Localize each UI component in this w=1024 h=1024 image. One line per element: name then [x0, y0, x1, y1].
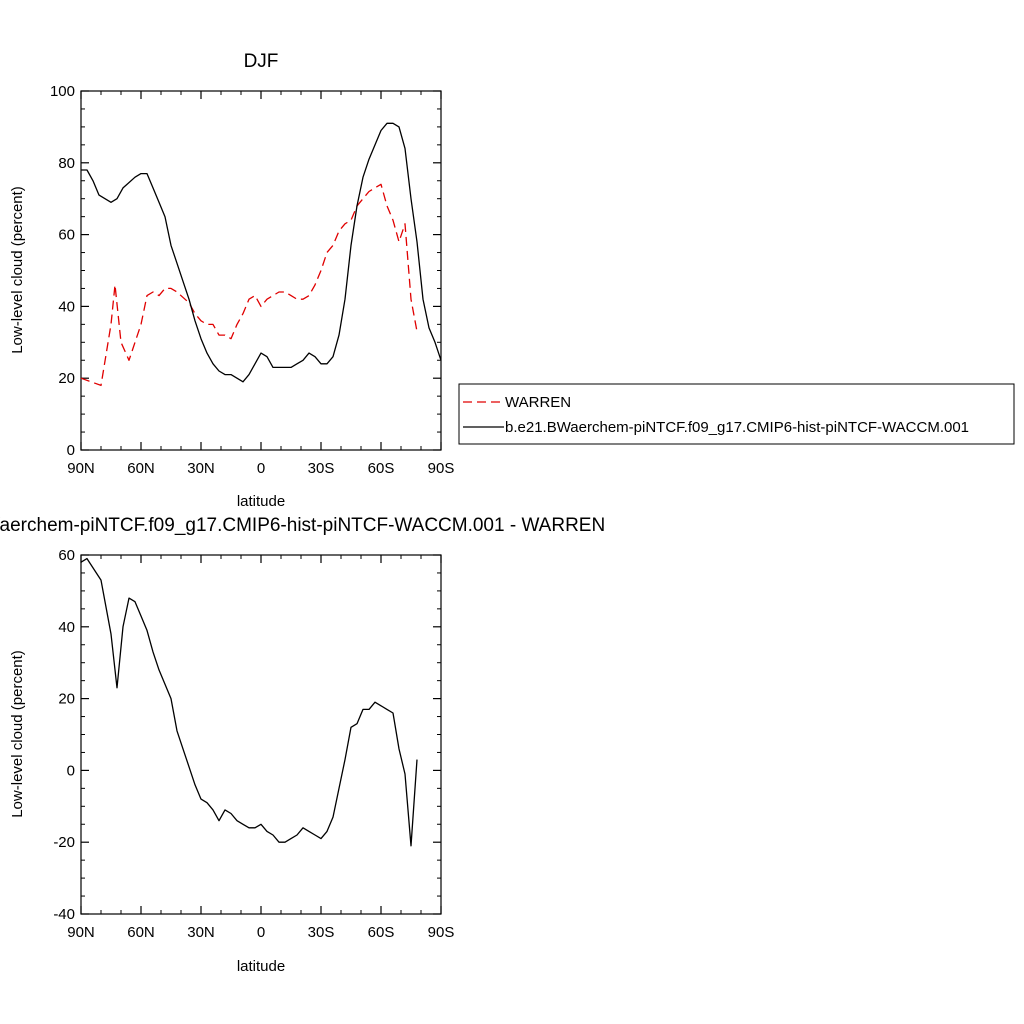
x-tick-label: 0	[257, 460, 265, 477]
x-tick-label: 60N	[127, 460, 155, 477]
bot-series-line-0	[80, 557, 418, 847]
y-tick-label: 40	[58, 619, 75, 636]
top-panel: DJF 90N 60N 30N 0 30S 60S 90S 0 20 40 60 80 100 lat…	[9, 51, 454, 510]
top-series-line-0	[80, 183, 418, 387]
top-x-tick-labels: 90N 60N 30N 0 30S 60S 90S	[67, 460, 454, 477]
bottom-axis-ticks	[80, 554, 442, 915]
top-series-lines	[80, 122, 442, 387]
top-y-tick-labels: 0 20 40 60 80 100	[50, 83, 75, 459]
x-tick-label: 60S	[368, 924, 395, 941]
y-tick-label: -20	[53, 834, 75, 851]
bottom-plot-frame	[80, 554, 442, 915]
bottom-x-axis-label: latitude	[237, 958, 285, 975]
x-tick-label: 30N	[187, 924, 215, 941]
bottom-y-axis-label: Low-level cloud (percent)	[9, 650, 26, 818]
x-tick-label: 90S	[428, 460, 455, 477]
x-tick-label: 90N	[67, 460, 95, 477]
y-tick-label: -40	[53, 906, 75, 923]
bottom-series-lines	[80, 557, 418, 847]
bottom-chart-title: b.e21.BWaerchem-piNTCF.f09_g17.CMIP6-his…	[0, 515, 605, 536]
x-tick-label: 30S	[308, 460, 335, 477]
y-tick-label: 60	[58, 227, 75, 244]
legend: WARREN b.e21.BWaerchem-piNTCF.f09_g17.CM…	[458, 383, 1015, 445]
x-tick-label: 60N	[127, 924, 155, 941]
y-tick-label: 0	[67, 762, 75, 779]
x-tick-label: 0	[257, 924, 265, 941]
bottom-panel: b.e21.BWaerchem-piNTCF.f09_g17.CMIP6-his…	[0, 515, 605, 975]
top-axis-ticks	[80, 90, 442, 451]
legend-label-model: b.e21.BWaerchem-piNTCF.f09_g17.CMIP6-his…	[505, 419, 969, 436]
legend-label-warren: WARREN	[505, 394, 571, 411]
top-y-axis-label: Low-level cloud (percent)	[9, 186, 26, 354]
bottom-y-tick-labels: -40 -20 0 20 40 60	[53, 547, 75, 923]
top-series-line-1	[81, 122, 442, 383]
x-tick-label: 60S	[368, 460, 395, 477]
top-x-axis-label: latitude	[237, 493, 285, 510]
x-tick-label: 30N	[187, 460, 215, 477]
x-tick-label: 30S	[308, 924, 335, 941]
y-tick-label: 80	[58, 155, 75, 172]
legend-box	[458, 383, 1015, 445]
y-tick-label: 60	[58, 547, 75, 564]
y-tick-label: 0	[67, 442, 75, 459]
y-tick-label: 100	[50, 83, 75, 100]
bottom-x-tick-labels: 90N 60N 30N 0 30S 60S 90S	[67, 924, 454, 941]
y-tick-label: 40	[58, 298, 75, 315]
x-tick-label: 90N	[67, 924, 95, 941]
x-tick-label: 90S	[428, 924, 455, 941]
top-chart-title: DJF	[244, 51, 279, 72]
y-tick-label: 20	[58, 370, 75, 387]
y-tick-label: 20	[58, 691, 75, 708]
top-plot-frame	[80, 90, 442, 451]
